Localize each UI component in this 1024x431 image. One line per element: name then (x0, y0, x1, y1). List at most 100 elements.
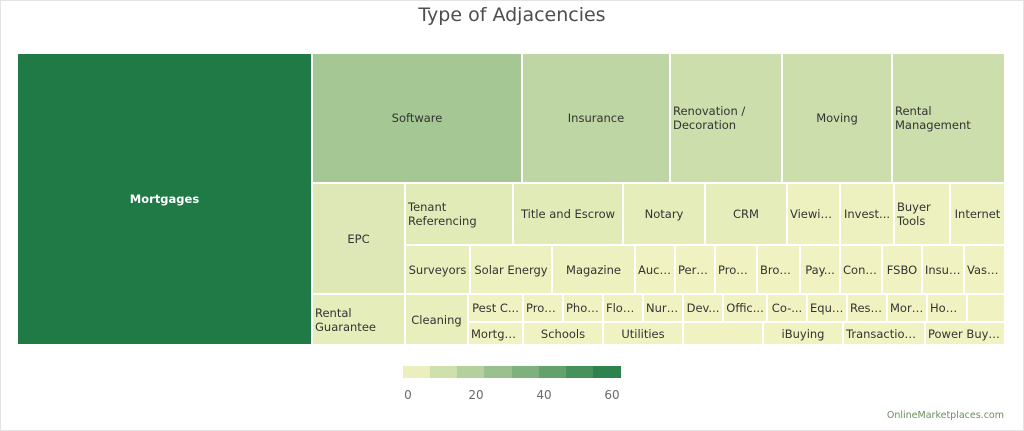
treemap-cell[interactable]: Insur... (922, 245, 964, 294)
treemap-cell-label: Title and Escrow (520, 207, 616, 221)
treemap-cell[interactable]: Mort... (887, 294, 927, 322)
treemap-cell[interactable]: Phot... (563, 294, 603, 322)
treemap-cell[interactable]: Magazine (552, 245, 635, 294)
treemap-cell[interactable]: Surveyors (405, 245, 470, 294)
treemap-cell[interactable]: Invest... (840, 183, 894, 245)
treemap-cell-label: Cons... (843, 262, 881, 277)
treemap: Mortgages Software Insurance Renovation / D… (17, 53, 1005, 345)
colorscale-tick-label: 60 (604, 388, 620, 402)
treemap-cell[interactable]: Vast... (964, 245, 1005, 294)
treemap-cell[interactable]: Transaction... (843, 322, 925, 345)
treemap-cell-label: Rental Management (895, 104, 971, 132)
treemap-cell[interactable] (683, 322, 763, 345)
treemap-cell-label: Cleaning (411, 312, 462, 327)
treemap-cell[interactable]: Moving (782, 53, 892, 183)
colorscale-tick-label: 20 (468, 388, 484, 402)
colorscale-segment (538, 366, 567, 378)
colorscale-segment (592, 366, 621, 378)
treemap-cell[interactable]: Pest C... (468, 294, 523, 322)
treemap-cell-label: Transaction... (846, 326, 923, 341)
colorscale-segment (511, 366, 540, 378)
treemap-cell[interactable]: Nurs... (643, 294, 683, 322)
colorscale-segment (484, 366, 512, 378)
treemap-cell[interactable] (967, 294, 1005, 322)
treemap-cell[interactable]: Software (312, 53, 522, 183)
treemap-cell-label: Pers... (678, 262, 714, 277)
treemap-cell-label: Moving (816, 111, 858, 125)
treemap-cell[interactable]: Schools (523, 322, 603, 345)
treemap-cell-label: Tenant Referencing (408, 200, 477, 228)
treemap-cell[interactable]: Power Buye... (925, 322, 1005, 345)
treemap-cell-label: Dev... (686, 301, 720, 315)
treemap-cell-label: Rest... (850, 301, 886, 315)
treemap-cell[interactable]: Solar Energy (470, 245, 552, 294)
treemap-cell-label: Auct... (638, 262, 674, 277)
treemap-cell[interactable]: Cleaning (405, 294, 468, 345)
treemap-cell-label: Solar Energy (474, 262, 548, 277)
treemap-cell-label: Pay... (805, 262, 835, 277)
chart-title: Type of Adjacencies (418, 4, 606, 26)
treemap-cell-label: Mort... (890, 301, 926, 315)
treemap-cell-label: Schools (540, 326, 586, 341)
treemap-cell-label: Utilities (621, 326, 665, 341)
treemap-cell-label: Buyer Tools (897, 200, 931, 228)
treemap-cell[interactable]: Brok... (757, 245, 800, 294)
colorscale-segment (565, 366, 594, 378)
treemap-cell[interactable]: Flow... (603, 294, 643, 322)
treemap-cell[interactable]: Co-... (767, 294, 807, 322)
treemap-cell[interactable]: Prop... (523, 294, 563, 322)
treemap-cell[interactable]: Rental Guarantee (312, 294, 405, 345)
treemap-cell-label: Hom... (930, 301, 966, 315)
treemap-cell[interactable]: EPC (312, 183, 405, 294)
treemap-cell[interactable]: FSBO (882, 245, 922, 294)
treemap-cell[interactable]: Buyer Tools (894, 183, 950, 245)
treemap-cell[interactable]: Mortgages (17, 53, 312, 345)
colorscale-segment (403, 366, 431, 378)
treemap-cell-label: Prop... (526, 301, 562, 315)
treemap-cell-label: Equi... (810, 301, 846, 315)
treemap-cell[interactable]: Title and Escrow (513, 183, 623, 245)
treemap-cell-label: Brok... (760, 262, 798, 277)
treemap-cell[interactable]: CRM (705, 183, 787, 245)
treemap-cell[interactable]: Insurance (522, 53, 670, 183)
colorscale-segment (457, 366, 485, 378)
treemap-cell-label: Power Buye... (928, 326, 1004, 341)
colorscale-bar (403, 366, 621, 378)
treemap-cell-label: Invest... (843, 207, 891, 221)
treemap-cell[interactable]: Viewin... (787, 183, 840, 245)
treemap-cell-label: Co-... (771, 301, 803, 315)
treemap-cell[interactable]: Prop... (715, 245, 757, 294)
treemap-cell[interactable]: Rental Management (892, 53, 1005, 183)
treemap-cell[interactable]: Notary (623, 183, 705, 245)
treemap-cell-label: FSBO (886, 262, 918, 277)
treemap-cell-label: EPC (347, 231, 370, 246)
treemap-cell-label: Pest C... (472, 301, 519, 315)
treemap-cell[interactable]: Mortga... (468, 322, 523, 345)
treemap-cell[interactable]: Tenant Referencing (405, 183, 513, 245)
treemap-cell[interactable]: Utilities (603, 322, 683, 345)
treemap-cell[interactable]: Renovation / Decoration (670, 53, 782, 183)
treemap-cell-label: Flow... (606, 301, 642, 315)
treemap-cell-label: Notary (644, 207, 684, 221)
treemap-cell[interactable]: Equi... (807, 294, 847, 322)
treemap-cell[interactable]: Auct... (635, 245, 675, 294)
treemap-cell-label: Mortgages (129, 192, 200, 206)
treemap-cell[interactable]: Internet (950, 183, 1005, 245)
treemap-cell-label: Mortga... (471, 326, 522, 341)
treemap-cell[interactable]: Pers... (675, 245, 715, 294)
treemap-cell[interactable]: iBuying (763, 322, 843, 345)
treemap-cell-label: Surveyors (408, 262, 467, 277)
treemap-cell-label: Software (391, 111, 443, 125)
treemap-cell-label: Insur... (925, 262, 963, 277)
watermark-source: OnlineMarketplaces.com (886, 410, 1004, 421)
colorscale-tick-label: 0 (404, 388, 412, 402)
treemap-cell[interactable]: Hom... (927, 294, 967, 322)
treemap-cell[interactable]: Pay... (800, 245, 840, 294)
treemap-cell[interactable]: Offic... (723, 294, 767, 322)
colorscale-segment (430, 366, 458, 378)
treemap-cell-label: Renovation / Decoration (673, 104, 746, 132)
treemap-cell-label: Offic... (726, 301, 764, 315)
treemap-cell[interactable]: Cons... (840, 245, 882, 294)
treemap-cell[interactable]: Rest... (847, 294, 887, 322)
treemap-cell[interactable]: Dev... (683, 294, 723, 322)
